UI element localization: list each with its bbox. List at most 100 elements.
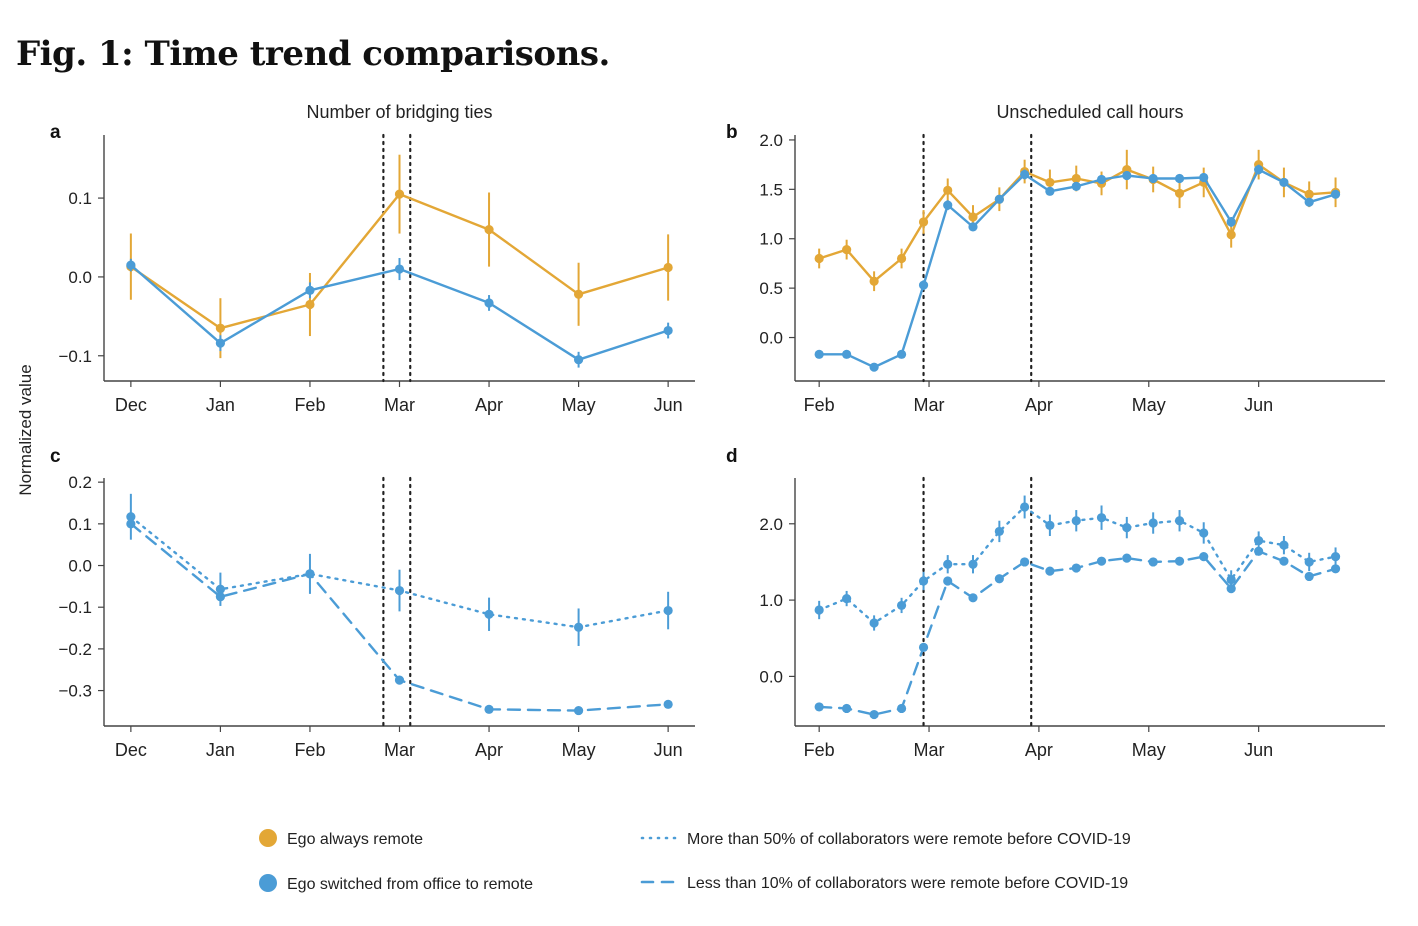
legend-label: Ego always remote <box>287 831 423 848</box>
data-point <box>1096 513 1107 523</box>
y-tick-label-b: 0.0 <box>759 329 783 348</box>
y-tick-label-b: 1.0 <box>759 230 783 249</box>
data-point <box>1226 574 1236 585</box>
data-point <box>1304 571 1314 582</box>
data-point <box>215 592 226 602</box>
data-point <box>1174 556 1185 566</box>
data-point <box>1020 502 1030 512</box>
series-b-1 <box>814 164 1341 372</box>
series-c-0 <box>126 493 673 646</box>
data-point <box>896 253 907 264</box>
panel-title-b: Unscheduled call hours <box>996 102 1183 122</box>
legend-swatch <box>259 829 277 847</box>
data-point <box>126 512 136 522</box>
x-tick-label-a: May <box>562 395 596 415</box>
x-tick-label-c: Feb <box>294 740 325 760</box>
legend-item-3: Less than 10% of collaborators were remo… <box>640 875 1128 892</box>
x-tick-label-c: Dec <box>115 740 147 760</box>
data-point <box>896 349 907 359</box>
data-point <box>1279 177 1289 188</box>
legend-label: Less than 10% of collaborators were remo… <box>687 875 1128 892</box>
panel-a: a Number of bridging ties −0.1 0.0 0.1 Dec Jan… <box>50 102 695 415</box>
data-point <box>943 559 953 569</box>
data-point <box>1122 170 1132 181</box>
data-point <box>663 605 673 616</box>
data-point <box>1254 546 1264 556</box>
data-point <box>1071 563 1081 573</box>
y-tick-label-d: 2.0 <box>759 515 783 534</box>
data-point <box>994 574 1004 584</box>
y-tick-label-b: 1.5 <box>759 180 783 199</box>
data-point <box>215 584 226 594</box>
data-point <box>1330 189 1341 199</box>
panel-c: c −0.3 −0.2 −0.1 0.0 0.1 0.2 Dec Jan Feb Mar Apr May… <box>50 446 695 760</box>
data-point <box>1045 177 1055 188</box>
data-point <box>943 200 953 210</box>
series-c-1 <box>126 519 673 716</box>
x-tick-label-b: Jun <box>1244 395 1273 415</box>
data-point <box>573 289 584 299</box>
x-tick-label-c: Mar <box>384 740 415 760</box>
data-point <box>869 709 879 720</box>
data-point <box>1304 189 1314 199</box>
data-point <box>842 349 852 359</box>
data-point <box>869 362 879 372</box>
y-tick-label-c: 0.0 <box>68 557 92 576</box>
data-point <box>305 569 315 579</box>
data-point <box>1148 557 1158 567</box>
panel-d: d 0.0 1.0 2.0 Feb Mar Apr May Jun <box>726 446 1385 760</box>
data-point <box>869 618 879 628</box>
data-point <box>215 338 226 348</box>
panel-b: b Unscheduled call hours 0.0 0.5 1.0 1.5 2.0 Fe… <box>726 102 1385 415</box>
x-tick-label-a: Jan <box>206 395 235 415</box>
data-point <box>1226 230 1236 240</box>
data-point <box>918 217 929 227</box>
legend: Ego always remote Ego switched from offic… <box>259 829 1131 893</box>
data-point <box>994 194 1004 204</box>
data-point <box>814 702 824 712</box>
data-point <box>842 593 852 604</box>
series-d-1 <box>814 546 1341 720</box>
data-point <box>1279 556 1289 566</box>
data-point <box>968 212 978 222</box>
data-point <box>126 519 136 529</box>
data-point <box>968 559 978 569</box>
data-point <box>1096 556 1107 566</box>
data-point <box>1226 584 1236 594</box>
data-point <box>896 703 907 714</box>
data-point <box>394 189 405 199</box>
data-point <box>573 355 584 365</box>
data-point <box>814 253 824 264</box>
data-point <box>1304 197 1314 207</box>
legend-item-1: Ego switched from office to remote <box>259 874 533 893</box>
data-point <box>814 349 824 359</box>
data-point <box>305 299 315 310</box>
x-tick-label-a: Apr <box>475 395 503 415</box>
data-point <box>1045 186 1055 196</box>
series-line <box>818 550 1337 716</box>
y-tick-label-a: 0.0 <box>68 268 92 287</box>
x-tick-label-d: May <box>1132 740 1166 760</box>
y-tick-label-a: 0.1 <box>68 189 92 208</box>
x-tick-label-b: Apr <box>1025 395 1053 415</box>
legend-label: More than 50% of collaborators were remo… <box>687 831 1131 848</box>
data-point <box>1174 188 1185 198</box>
data-point <box>842 703 852 714</box>
data-point <box>484 298 494 308</box>
data-point <box>943 185 953 195</box>
data-point <box>215 323 226 333</box>
panel-title-a: Number of bridging ties <box>306 102 492 122</box>
figure-title: Fig. 1: Time trend comparisons. <box>16 34 610 74</box>
x-tick-label-a: Dec <box>115 395 147 415</box>
data-point <box>394 264 405 274</box>
y-tick-label-d: 1.0 <box>759 591 783 610</box>
data-point <box>1174 173 1185 184</box>
panel-label-c: c <box>50 446 61 467</box>
y-tick-label-c: 0.2 <box>68 473 92 492</box>
data-point <box>1045 566 1055 576</box>
data-point <box>1174 516 1185 526</box>
data-point <box>1330 564 1341 574</box>
x-tick-label-c: Apr <box>475 740 503 760</box>
data-point <box>484 225 494 235</box>
